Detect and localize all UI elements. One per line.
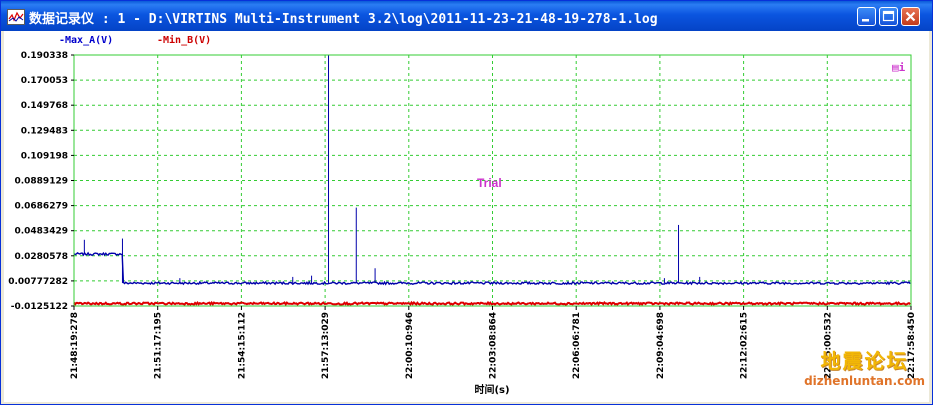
chart-area[interactable]: -Max_A(V) -Min_B(V) 0.190338 0.170053 0.14… xyxy=(4,31,929,402)
y-tick-label: 0.129483 xyxy=(21,126,68,136)
y-tick-label: 0.0280578 xyxy=(14,252,68,262)
minimize-button[interactable] xyxy=(857,7,876,26)
x-tick-label: 22:12:02:615 xyxy=(740,312,750,379)
y-tick-label: 0.170053 xyxy=(21,76,68,86)
data-logger-app-icon[interactable] xyxy=(7,9,25,25)
y-tick-label: -0.0125122 xyxy=(11,302,68,312)
series-min-b-line xyxy=(73,300,911,307)
x-tick-label: 21:54:15:112 xyxy=(237,312,247,379)
legend-max-a: -Max_A(V) xyxy=(59,35,114,46)
x-axis-label: 时间(s) xyxy=(474,383,509,396)
maximize-button[interactable] xyxy=(879,7,898,26)
x-tick-label: 22:17:58:450 xyxy=(907,312,917,379)
x-tick-label: 22:06:06:781 xyxy=(572,312,582,379)
y-tick-label: 0.0686279 xyxy=(14,202,68,212)
x-tick-label: 22:09:04:698 xyxy=(656,312,666,379)
y-tick-label: 0.00777282 xyxy=(8,277,68,287)
close-icon xyxy=(905,11,916,22)
x-tick-label: 21:48:19:278 xyxy=(70,312,80,379)
legend-min-b: -Min_B(V) xyxy=(157,35,212,46)
y-tick-label: 0.0889129 xyxy=(14,177,68,187)
x-tick-label: 22:15:00:532 xyxy=(823,312,833,379)
x-tick-label: 22:03:08:864 xyxy=(489,312,499,379)
y-tick-label: 0.190338 xyxy=(21,51,68,61)
x-tick-label: 21:51:17:195 xyxy=(154,312,164,379)
series-max-a-line xyxy=(73,251,911,286)
plot-corner-label[interactable]: ▤i xyxy=(892,61,906,74)
data-logger-plot[interactable]: 0.190338 0.170053 0.149768 0.129483 0.109198… xyxy=(4,31,929,402)
window-title: 数据记录仪 : 1 - D:\VIRTINS Multi-Instrument … xyxy=(29,12,658,27)
watermark-chinese-text: 地震论坛 xyxy=(820,349,909,373)
title-bar[interactable]: 数据记录仪 : 1 - D:\VIRTINS Multi-Instrument … xyxy=(1,1,932,31)
y-tick-label: 0.0483429 xyxy=(14,227,68,237)
x-tick-label: 22:00:10:946 xyxy=(405,312,415,379)
x-tick-label: 21:57:13:029 xyxy=(321,312,331,379)
maximize-icon xyxy=(882,10,895,22)
close-button[interactable] xyxy=(901,7,920,26)
minimize-icon xyxy=(862,19,869,22)
y-tick-label: 0.109198 xyxy=(21,151,68,161)
trial-label: Trial xyxy=(477,176,502,190)
watermark-url: dizhenluntan.com xyxy=(804,374,925,388)
watermark-logo: 地震论坛 dizhenluntan.com xyxy=(804,345,925,388)
y-tick-label: 0.149768 xyxy=(21,101,68,111)
